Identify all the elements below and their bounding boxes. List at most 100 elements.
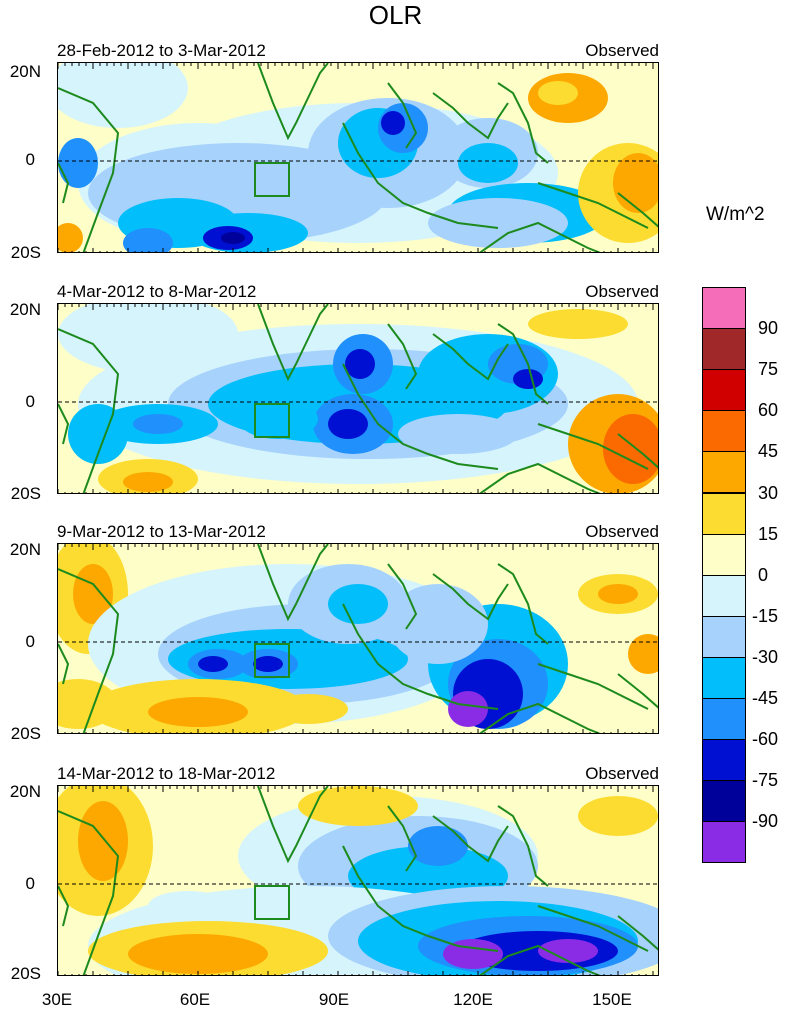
colorbar-swatch — [702, 739, 746, 782]
coastline — [497, 323, 549, 405]
coastline — [432, 92, 509, 140]
colorbar-swatch — [702, 656, 746, 699]
lat-label-20s: 20S — [10, 724, 41, 743]
olr-contour-fill — [345, 349, 375, 379]
coastline — [497, 563, 549, 645]
lat-label-0: 0 — [25, 632, 35, 651]
lat-label-20n: 20N — [9, 300, 41, 319]
colorbar-label: 90 — [758, 318, 779, 339]
olr-contour-fill — [68, 404, 128, 464]
colorbar-label: 0 — [758, 564, 769, 585]
olr-contour-fill — [381, 111, 405, 135]
coastline — [58, 568, 120, 733]
coastline — [617, 433, 658, 469]
map-panel-3 — [57, 543, 659, 734]
olr-contour-fill — [58, 63, 188, 128]
index-box — [254, 643, 290, 678]
coastline — [497, 82, 549, 164]
colorbar-label: -45 — [752, 688, 779, 708]
olr-contour-fill — [528, 309, 628, 339]
olr-contour-fill — [133, 414, 183, 434]
coastline — [58, 885, 70, 927]
coastline — [257, 786, 329, 864]
coastline — [257, 544, 329, 622]
panel-3-date-range: 9-Mar-2012 to 13-Mar-2012 — [57, 522, 266, 541]
coastline — [342, 603, 499, 710]
coastline — [58, 643, 70, 685]
colorbar-label: 45 — [758, 441, 779, 462]
colorbar-swatch — [702, 410, 746, 453]
olr-contour-fill — [58, 223, 83, 252]
colorbar-label: -60 — [752, 729, 779, 750]
olr-contour-fill — [78, 801, 128, 881]
coastline — [342, 363, 499, 470]
colorbar-swatch — [702, 533, 746, 576]
coastline — [58, 810, 120, 975]
olr-contour-fill — [148, 697, 248, 727]
panel-3-tag: Observed — [585, 522, 659, 541]
colorbar-label: 30 — [758, 482, 779, 503]
coastline — [58, 403, 70, 445]
map-panel-4 — [57, 785, 659, 976]
olr-contour-fill — [328, 409, 368, 439]
colorbar-swatch — [702, 287, 746, 330]
olr-contour-fill — [123, 472, 173, 492]
panel-1-date-range: 28-Feb-2012 to 3-Mar-2012 — [57, 41, 266, 60]
lat-label-20s: 20S — [10, 243, 41, 262]
colorbar-label: -15 — [752, 605, 779, 626]
coastline — [58, 328, 120, 493]
olr-contour-fill — [628, 634, 658, 674]
lat-label-20n: 20N — [9, 782, 41, 801]
olr-map — [58, 786, 658, 975]
olr-contour-fill — [408, 826, 468, 866]
coastline — [342, 845, 499, 952]
coastline — [432, 815, 509, 863]
coastline — [257, 63, 329, 141]
colorbar-swatch — [702, 821, 746, 864]
coastline — [387, 323, 418, 390]
map-panel-1 — [57, 62, 659, 253]
coastline — [537, 423, 649, 470]
olr-contour-fill — [123, 228, 173, 252]
colorbar-swatch — [702, 328, 746, 371]
panel-4-date-range: 14-Mar-2012 to 18-Mar-2012 — [57, 764, 276, 783]
olr-contour-fill — [253, 656, 283, 672]
coastline — [432, 573, 509, 621]
lon-label-60e: 60E — [179, 990, 211, 1009]
index-box — [254, 162, 290, 197]
lat-label-20s: 20S — [10, 964, 41, 983]
olr-contour-fill — [388, 584, 488, 664]
colorbar-label: 60 — [758, 400, 779, 421]
colorbar-units: W/m^2 — [706, 204, 765, 225]
lat-label-20n: 20N — [9, 62, 41, 81]
olr-contour-fill — [128, 934, 268, 974]
olr-contour-fill — [458, 143, 518, 183]
olr-contour-fill — [268, 694, 348, 724]
coastline — [617, 192, 658, 228]
olr-contour-fill — [398, 414, 518, 454]
olr-map — [58, 304, 658, 493]
olr-contour-fill — [148, 891, 228, 921]
olr-contour-fill — [513, 369, 543, 389]
olr-contour-fill — [58, 138, 98, 188]
colorbar-swatch — [702, 615, 746, 658]
colorbar-label: 15 — [758, 523, 779, 544]
colorbar-label: -75 — [752, 770, 779, 791]
lat-label-20s: 20S — [10, 484, 41, 503]
lon-label-150e: 150E — [592, 990, 632, 1009]
coastline — [387, 82, 418, 149]
colorbar-label: -90 — [752, 811, 779, 832]
lat-label-0: 0 — [25, 392, 35, 411]
coastline — [432, 333, 509, 381]
panel-2-tag: Observed — [585, 282, 659, 301]
panel-4-tag: Observed — [585, 764, 659, 783]
olr-map — [58, 544, 658, 733]
coastline — [479, 221, 601, 252]
olr-contour-fill — [538, 939, 598, 963]
coastline — [537, 905, 649, 952]
coastline — [257, 304, 329, 382]
olr-contour-fill — [58, 679, 118, 729]
colorbar-swatch — [702, 780, 746, 823]
coastline — [537, 663, 649, 710]
olr-map — [58, 63, 658, 252]
